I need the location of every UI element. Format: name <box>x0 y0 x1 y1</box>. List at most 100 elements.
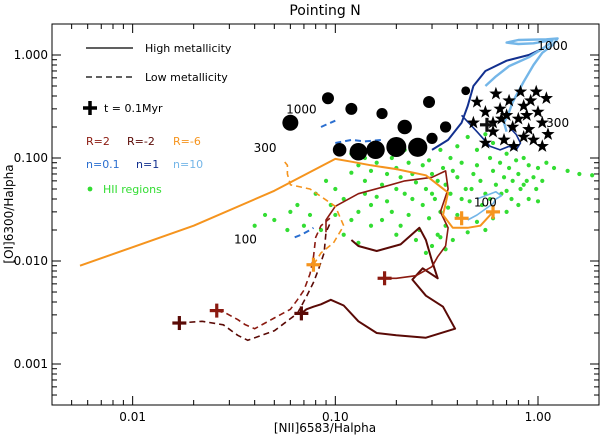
star-marker <box>493 101 507 115</box>
annotation-label: 1000 <box>537 39 568 53</box>
hii-point <box>384 199 390 204</box>
star-marker <box>524 93 538 107</box>
hii-point <box>341 196 346 202</box>
star-marker <box>497 132 511 146</box>
hii-point <box>362 178 368 183</box>
chart-title: Pointing N <box>289 3 360 19</box>
hii-point <box>349 170 354 175</box>
axes-frame <box>51 23 600 406</box>
black-circle <box>376 107 388 120</box>
black-circle <box>426 132 438 145</box>
hii-point <box>384 171 390 177</box>
hii-point <box>356 209 361 214</box>
hii-point <box>521 182 526 187</box>
hii-point <box>474 163 480 168</box>
hii-point <box>487 155 493 161</box>
star-marker <box>531 105 545 118</box>
time-markers <box>172 117 501 331</box>
y-tick-label: 0.100 <box>14 151 48 165</box>
star-marker <box>499 108 514 121</box>
star-marker <box>529 84 543 98</box>
hii-point <box>423 186 429 192</box>
black-circle <box>366 140 385 160</box>
hii-point <box>526 196 531 202</box>
hii-point <box>501 175 507 180</box>
legend-r-neg2: R=-2 <box>127 135 155 148</box>
hii-point <box>341 232 346 237</box>
y-tick-label: 0.001 <box>14 357 48 371</box>
series-line <box>216 217 331 330</box>
hii-point <box>467 199 472 204</box>
hii-point <box>524 178 529 183</box>
hii-point <box>368 223 374 228</box>
hii-point <box>413 237 419 243</box>
annotation-label: 100 <box>234 232 257 246</box>
hii-point <box>429 243 435 249</box>
hii-point <box>483 132 488 137</box>
black-circle <box>345 102 358 115</box>
hii-point <box>459 160 464 165</box>
hii-point <box>389 209 394 214</box>
star-marker <box>486 115 500 129</box>
hii-point <box>301 223 307 228</box>
hii-point <box>394 232 399 237</box>
annotation-label: 300 <box>254 141 277 155</box>
x-tick-label: 0.01 <box>119 410 146 424</box>
hii-point <box>540 178 545 183</box>
annotation-label: 1000 <box>286 103 317 117</box>
series-line <box>79 157 494 267</box>
hii-point <box>448 191 453 196</box>
hii-point <box>465 230 470 235</box>
hii-point <box>435 178 440 183</box>
star-markers <box>466 84 555 152</box>
hii-point <box>510 178 515 183</box>
x-tick-label: 0.10 <box>322 410 349 424</box>
black-circle <box>408 137 428 157</box>
hii-point <box>450 237 455 243</box>
legend-low-metallicity: Low metallicity <box>145 71 228 84</box>
hii-point <box>474 147 480 152</box>
series-line <box>294 226 315 239</box>
hii-point <box>448 155 453 161</box>
black-circle <box>439 121 452 133</box>
hii-point <box>374 160 379 165</box>
hii-point <box>455 144 460 149</box>
hii-point <box>535 199 541 204</box>
hii-point <box>426 158 432 163</box>
hii-point <box>465 134 470 140</box>
legend-time-marker: t = 0.1Myr <box>104 102 163 115</box>
hii-point <box>252 223 257 228</box>
hii-point <box>493 182 499 187</box>
y-axis-label: [OI]6300/Halpha <box>2 164 16 263</box>
hii-point <box>333 186 338 192</box>
hii-point <box>469 186 474 192</box>
black-circle <box>349 142 368 161</box>
hii-point <box>429 191 435 196</box>
star-marker <box>470 95 484 108</box>
hii-point <box>429 171 435 177</box>
series-line <box>484 37 559 133</box>
star-marker <box>489 86 503 100</box>
hii-point <box>551 165 557 171</box>
hii-point <box>394 186 399 192</box>
hii-point <box>590 173 595 178</box>
legend-n-1: n=1 <box>136 158 159 171</box>
hii-point <box>438 235 443 240</box>
legend-high-metallicity: High metallicity <box>145 42 232 55</box>
hii-point <box>262 212 268 218</box>
star-marker <box>511 111 525 125</box>
star-marker <box>526 132 541 146</box>
series-line <box>431 47 543 151</box>
legend: High metallicity Low metallicity t = 0.1… <box>83 42 232 196</box>
star-marker <box>522 122 536 135</box>
hii-point <box>426 216 432 221</box>
star-marker <box>502 93 516 107</box>
hii-point <box>504 209 509 214</box>
star-marker <box>520 108 534 121</box>
legend-r-2: R=2 <box>86 135 110 148</box>
hii-point <box>490 168 496 173</box>
model-tracks <box>79 37 559 342</box>
hii-point <box>509 196 514 202</box>
